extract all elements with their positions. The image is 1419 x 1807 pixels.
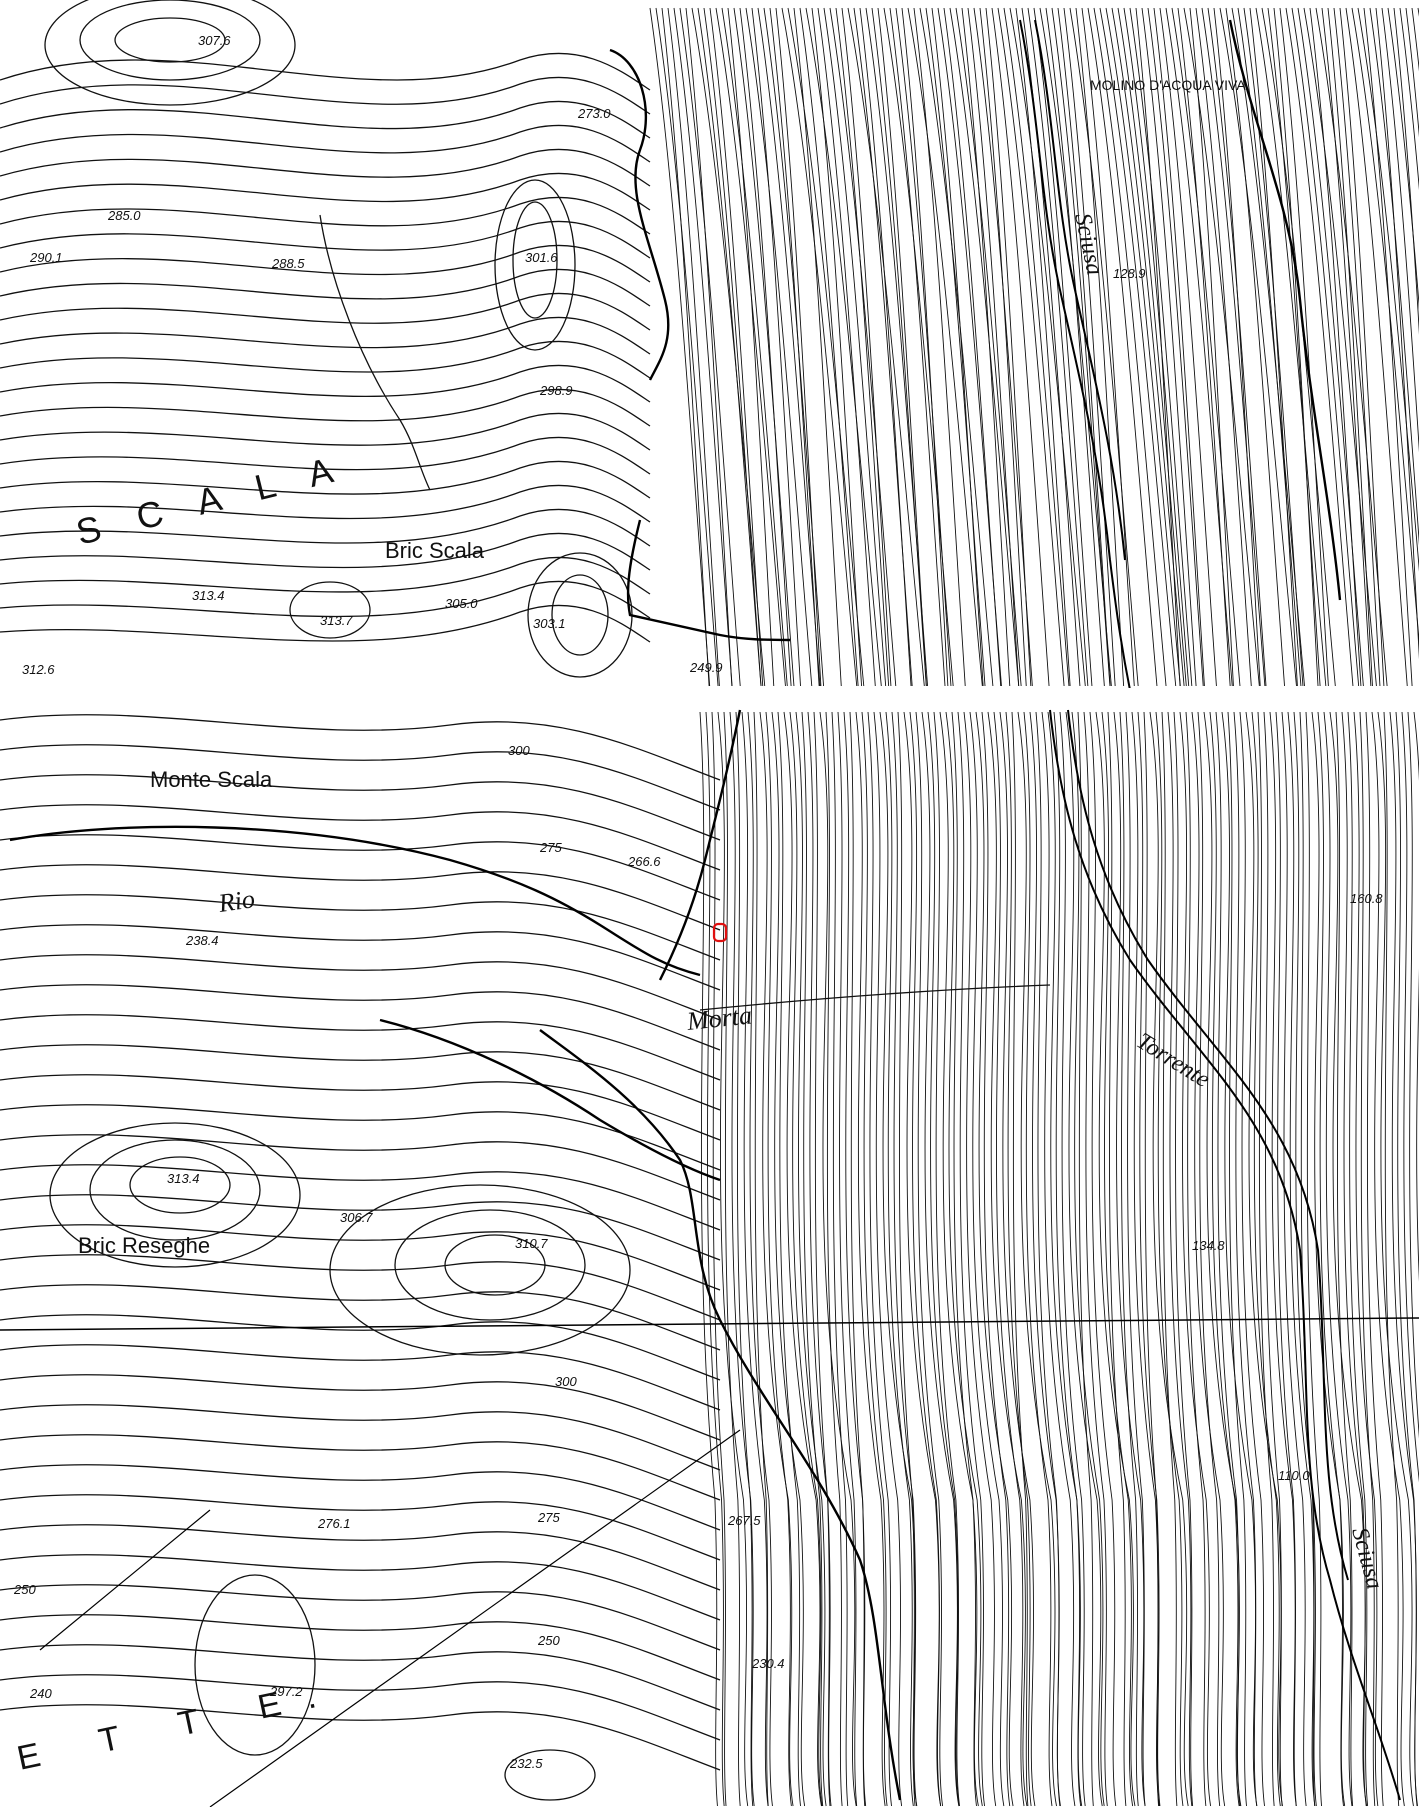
ridge-track-bottom: [658, 709, 742, 981]
sheet-grid-line: [0, 1317, 1419, 1331]
elevation-312-6: 312.6: [22, 662, 55, 677]
place-label-rio: Rio: [216, 884, 257, 918]
river-sciusa-top: [1019, 19, 1131, 691]
elevation-267-5: 267.5: [727, 1513, 761, 1528]
elevation-240: 240: [29, 1686, 52, 1701]
elevation-288-5: 288.5: [271, 256, 305, 271]
elevation-275-b: 275: [537, 1510, 560, 1525]
rio-morta-north-bank: [9, 825, 701, 977]
power-line-1: [209, 1429, 741, 1807]
scarp-top: [626, 519, 791, 642]
hill-contours-bottom: [49, 1122, 631, 1801]
elevation-273-0: 273.0: [577, 106, 611, 121]
place-label-monte-scala: Monte Scala: [150, 767, 273, 792]
elevation-276-1: 276.1: [317, 1516, 351, 1531]
track-morta: [699, 984, 1051, 1011]
power-line-2: [39, 1509, 211, 1651]
track-top: [319, 214, 431, 491]
location-marker-icon[interactable]: [712, 922, 728, 943]
elevation-249-9: 249.9: [689, 660, 723, 675]
place-label-morta: Morta: [685, 1000, 754, 1036]
elevation-160-8: 160.8: [1350, 891, 1383, 906]
gorge-scarp: [539, 1029, 902, 1801]
elevation-307-6: 307.6: [198, 33, 231, 48]
elevation-238-4: 238.4: [185, 933, 219, 948]
ridge-road-top: [609, 48, 670, 381]
elevation-290-1: 290.1: [29, 250, 63, 265]
elevation-313-4-bottom: 313.4: [167, 1171, 200, 1186]
elevation-250-a: 250: [13, 1582, 36, 1597]
elevation-275-a: 275: [539, 840, 562, 855]
elevation-298-9: 298.9: [539, 383, 573, 398]
place-label-bric-reseghe: Bric Reseghe: [78, 1233, 210, 1258]
elevation-230-4: 230.4: [751, 1656, 785, 1671]
elevation-310-7: 310.7: [515, 1236, 548, 1251]
elevation-250-b: 250: [537, 1633, 560, 1648]
elevation-297-2: 297.2: [269, 1684, 303, 1699]
elevation-313-4-top: 313.4: [192, 588, 225, 603]
elevation-285-0: 285.0: [107, 208, 141, 223]
place-label-bric-scala: Bric Scala: [385, 538, 485, 563]
sheet-gap: [0, 688, 1419, 710]
elevation-266-6: 266.6: [627, 854, 661, 869]
stream-east-top: [1228, 19, 1342, 601]
elevation-313-7: 313.7: [320, 613, 353, 628]
river-torrente: [1049, 709, 1401, 1801]
elevation-303-1: 303.1: [533, 616, 566, 631]
elevation-306-7: 306.7: [340, 1210, 373, 1225]
elevation-128-9: 128.9: [1113, 266, 1146, 281]
elevation-301-6: 301.6: [525, 250, 558, 265]
elevation-232-5: 232.5: [509, 1756, 543, 1771]
elevation-305-0: 305.0: [445, 596, 478, 611]
elevation-134-8: 134.8: [1192, 1238, 1225, 1253]
slope-hatching-bottom: [699, 711, 1419, 1807]
place-label-molino: MOLINO D'ACQUA VIVA: [1090, 77, 1246, 93]
elevation-300-b: 300: [555, 1374, 577, 1389]
slope-hatching-top: [649, 7, 1419, 687]
elevation-110-0: 110.0: [1278, 1468, 1310, 1483]
contour-lines-top: [0, 52, 651, 643]
contour-lines-bottom: [0, 714, 721, 1771]
elevation-300-a: 300: [508, 743, 530, 758]
